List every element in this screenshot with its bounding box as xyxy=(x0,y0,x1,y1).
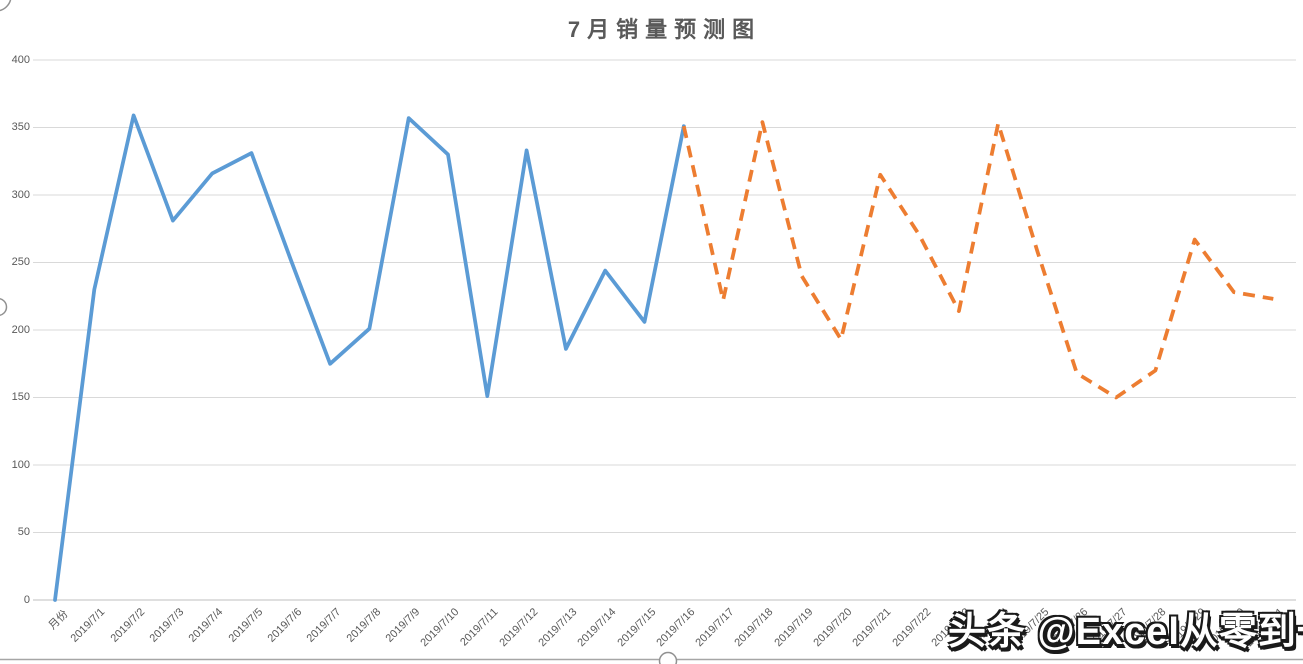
y-axis-tick-50: 50 xyxy=(17,526,30,538)
y-axis-tick-200: 200 xyxy=(11,323,30,336)
selection-handle-left-middle[interactable] xyxy=(0,297,8,317)
watermark: 头条 @Excel从零到一 xyxy=(948,611,1303,653)
y-axis-tick-400: 400 xyxy=(11,53,30,66)
selection-handle-bottom-middle[interactable] xyxy=(658,651,678,664)
sales-forecast-dashed-orange-line[interactable] xyxy=(681,120,1274,400)
selection-handle-top-left[interactable] xyxy=(0,0,12,12)
y-axis-tick-250: 250 xyxy=(11,256,30,268)
y-axis-tick-350: 350 xyxy=(11,121,30,133)
y-axis-tick-100: 100 xyxy=(11,458,30,471)
sales-actual-solid-blue-line[interactable] xyxy=(53,113,686,602)
y-axis-tick-0: 0 xyxy=(23,593,30,606)
y-axis-tick-150: 150 xyxy=(11,391,30,403)
y-axis-tick-300: 300 xyxy=(11,188,30,201)
chart-title: 7月销量预测图 xyxy=(567,17,762,42)
